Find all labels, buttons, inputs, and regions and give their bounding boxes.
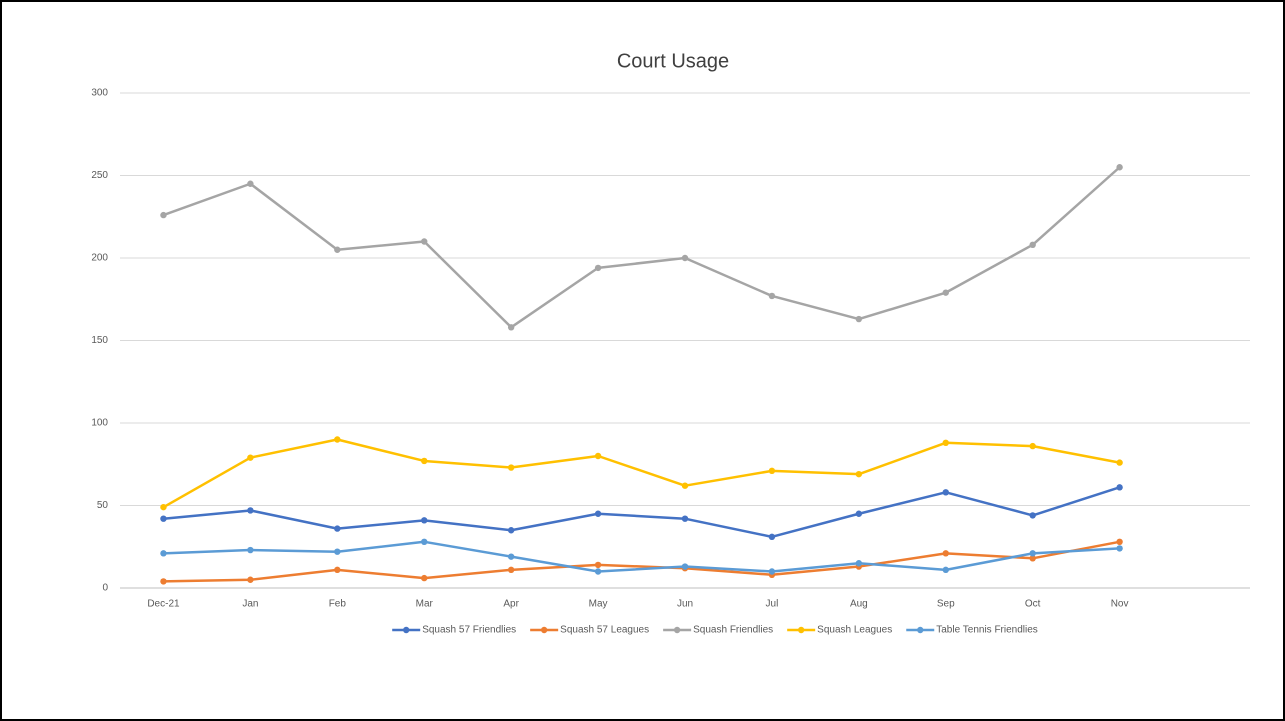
data-point [507,527,515,534]
data-point [334,548,341,555]
data-point [681,254,689,262]
x-tick-label: Nov [1111,599,1129,610]
data-point [1029,555,1036,562]
data-point [247,507,254,514]
data-point [421,457,428,465]
data-point [594,264,602,272]
data-point [855,470,863,478]
data-point [1029,512,1036,519]
y-tick-label: 100 [91,418,108,429]
legend-label: Squash Leagues [817,625,892,636]
data-point [160,578,167,585]
data-point [1116,545,1123,552]
x-tick-label: Jun [677,599,693,610]
y-tick-label: 300 [91,88,108,99]
data-point [334,436,341,443]
data-point [681,482,689,489]
data-point [942,566,949,574]
data-point [1116,538,1123,545]
x-tick-label: Jan [242,599,258,610]
data-point [594,568,602,575]
data-point [507,464,515,471]
x-tick-label: Oct [1025,599,1041,610]
x-tick-label: Jul [766,599,779,610]
data-point [421,574,428,582]
data-point [160,515,167,522]
x-tick-label: May [589,599,608,610]
series-line [163,540,1120,573]
data-point [421,238,428,245]
data-point [160,211,167,219]
legend-marker [540,626,548,634]
y-tick-label: 0 [102,583,108,594]
data-point [681,563,689,570]
data-point [768,533,776,541]
x-tick-label: Feb [329,599,347,610]
data-point [1029,550,1036,557]
data-point [247,576,254,583]
data-point [1116,459,1123,466]
legend-label: Squash Friendlies [693,625,773,636]
data-point [1029,241,1036,248]
data-point [594,452,602,460]
data-point [247,454,254,461]
x-tick-label: Mar [416,599,434,610]
data-point [334,246,341,253]
legend-marker [797,626,805,634]
data-point [247,546,254,554]
y-tick-label: 250 [91,170,108,181]
data-point [942,439,949,446]
data-point [942,289,949,296]
data-point [247,180,254,187]
series-line [162,438,1120,509]
data-point [942,550,949,557]
x-tick-label: Apr [503,599,519,610]
data-point [1116,164,1123,171]
series-line [163,540,1120,583]
x-tick-label: Aug [850,599,868,610]
series-line [163,486,1121,539]
y-tick-label: 150 [91,335,108,346]
data-point [768,467,776,475]
legend-marker [917,626,924,634]
data-point [1029,442,1036,450]
data-point [421,517,428,524]
data-point [334,525,341,532]
data-point [1116,484,1123,491]
data-point [855,510,863,517]
data-point [855,315,863,323]
x-tick-label: Sep [937,599,955,610]
legend-marker [673,626,681,634]
data-point [855,560,863,567]
data-point [942,489,949,496]
data-point [507,324,515,331]
data-point [421,538,428,545]
y-tick-label: 50 [97,500,109,511]
data-point [768,568,776,575]
y-tick-label: 200 [91,253,108,264]
legend-label: Squash 57 Leagues [560,625,649,636]
x-tick-label: Dec-21 [147,599,180,610]
series-line [163,166,1121,329]
legend-marker [403,626,410,634]
data-point [507,566,515,574]
data-point [334,566,341,574]
data-point [768,292,776,300]
data-point [507,553,515,560]
data-point [160,503,167,511]
legend-label: Squash 57 Friendlies [422,625,516,636]
data-point [594,510,602,517]
data-point [594,561,602,569]
data-point [160,550,167,557]
chart-title: Court Usage [617,50,729,72]
data-point [681,515,689,522]
legend-label: Table Tennis Friendlies [936,625,1038,636]
